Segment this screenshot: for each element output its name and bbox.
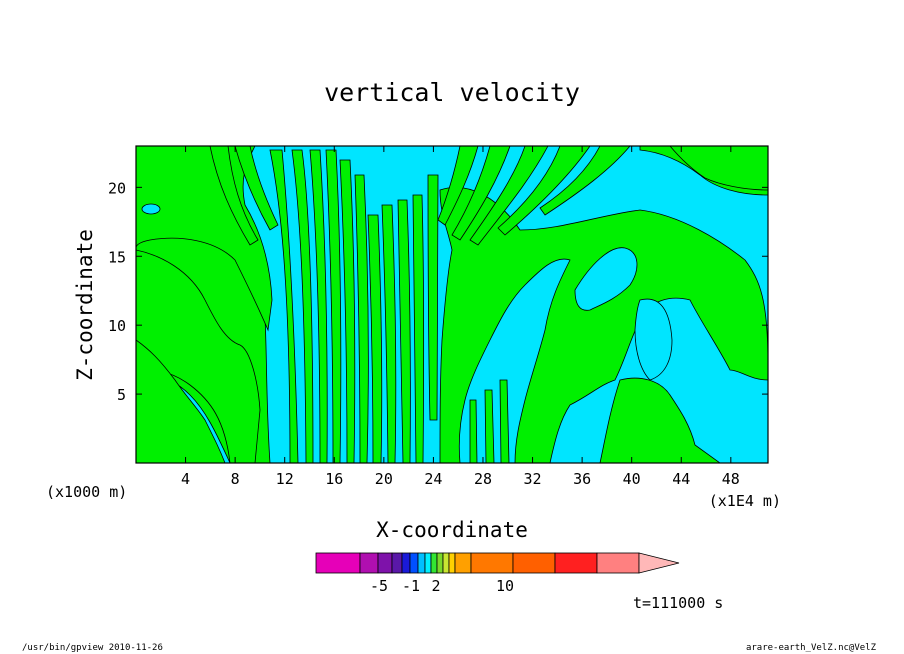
x-unit-label: (x1000 m) [46,483,127,501]
contour-region [136,339,226,463]
colorbar-segment [391,552,403,574]
chart-title: vertical velocity [324,78,580,107]
colorbar-extension [638,552,680,574]
colorbar-segment [315,552,361,574]
y-axis-ticks: 5 10 15 20 [108,179,768,404]
x-tick-label: 32 [524,470,542,488]
contour-region [669,146,768,191]
contour-region [497,146,591,236]
colorbar-segment [554,552,598,574]
vertical-stripes [269,149,439,463]
x-tick-label: 20 [375,470,393,488]
colorbar-segment [512,552,556,574]
contour-region [437,146,479,226]
x-axis-ticks: 4 8 12 16 20 24 28 32 36 40 44 48 [181,146,740,488]
contour-region [469,146,549,246]
plot-area [135,145,769,464]
footer-left: /usr/bin/gpview 2010-11-26 [22,643,163,653]
contour-region [599,377,721,463]
x-tick-label: 40 [623,470,641,488]
colorbar-segment [377,552,393,574]
x-tick-label: 16 [325,470,343,488]
colorbar-segment [596,552,640,574]
contour-region [539,146,631,216]
y-tick-label: 20 [108,179,126,197]
time-label: t=111000 s [633,594,723,612]
x-tick-label: 28 [474,470,492,488]
colorbar-label: 2 [431,577,440,595]
colorbar-segment [417,552,426,574]
colorbar-segment [442,552,450,574]
x-tick-label: 36 [573,470,591,488]
contour-region [136,146,273,332]
colorbar-segment [436,552,444,574]
contour-region [484,389,495,463]
colorbar-labels: -5 -1 2 10 [370,577,514,595]
x-tick-label: 4 [181,470,190,488]
contour-region [234,146,279,231]
colorbar-segment [430,552,438,574]
x-tick-label: 48 [722,470,740,488]
contour-region [451,146,511,241]
colorbar-segment [401,552,411,574]
contour-region [209,146,259,246]
colorbar-label: -1 [402,577,420,595]
plot-frame [135,145,769,464]
colorbar [315,552,680,574]
contour-region [499,379,510,463]
y-tick-label: 10 [108,317,126,335]
colorbar-label: 10 [496,577,514,595]
contour-region [439,187,768,463]
footer-right: arare-earth_VelZ.nc@VelZ [746,643,877,653]
x-scale-label: (x1E4 m) [709,492,781,510]
colorbar-segment [470,552,514,574]
colorbar-segment [359,552,379,574]
colorbar-segment [409,552,419,574]
x-tick-label: 8 [231,470,240,488]
contour-region [634,298,673,381]
contour-region [574,247,638,311]
colorbar-segment [448,552,456,574]
contour-region [469,399,478,463]
colorbar-label: -5 [370,577,388,595]
colorbar-segment [424,552,432,574]
x-tick-label: 24 [424,470,442,488]
x-axis-label: X-coordinate [376,518,528,542]
y-axis-label: Z-coordinate [73,229,97,381]
contour-fills [136,146,768,463]
colorbar-segment [454,552,472,574]
y-tick-label: 5 [117,386,126,404]
y-tick-label: 15 [108,248,126,266]
contour-region [141,203,161,215]
x-tick-label: 44 [672,470,690,488]
x-tick-label: 12 [276,470,294,488]
